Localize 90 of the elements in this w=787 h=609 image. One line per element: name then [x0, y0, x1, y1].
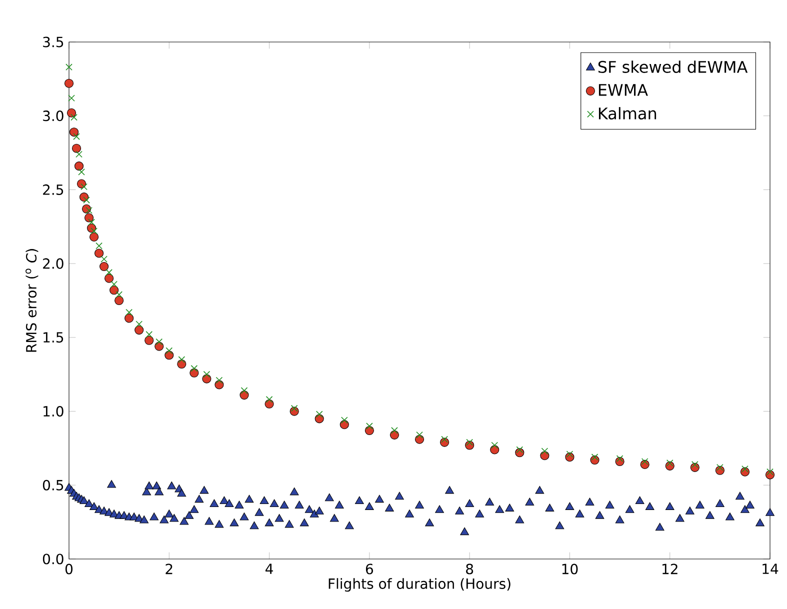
point [178, 356, 186, 363]
point [541, 448, 548, 455]
point [104, 274, 114, 283]
point [76, 150, 82, 158]
point [66, 64, 72, 71]
point [466, 438, 473, 446]
point [366, 422, 373, 430]
point [68, 94, 75, 102]
point [84, 213, 94, 222]
x-tick-label: 6 [366, 564, 373, 574]
y-tick-label: 1.0 [44, 406, 64, 417]
y-axis-title: RMS error ($^{o}$ C) [26, 249, 38, 352]
point [416, 432, 423, 438]
point [126, 308, 133, 316]
point [146, 331, 153, 338]
point [106, 269, 112, 276]
point [290, 404, 298, 412]
x-tick-label: 4 [266, 564, 273, 574]
point [491, 442, 498, 449]
x-tick-label: 0 [65, 564, 73, 574]
legend-label: Kalman [598, 107, 656, 120]
point [516, 446, 524, 454]
point [240, 390, 249, 400]
point [691, 461, 698, 468]
point [240, 387, 248, 394]
point [414, 434, 424, 444]
point [340, 416, 348, 424]
point [90, 228, 98, 234]
point [216, 376, 223, 384]
point [616, 455, 624, 462]
point [742, 465, 748, 472]
y-tick-label: 2.5 [43, 184, 64, 195]
y-tick-label: 3.0 [43, 110, 64, 122]
point [100, 256, 108, 263]
point [73, 133, 80, 140]
x-tick-label: 8 [466, 564, 474, 574]
point [124, 314, 134, 323]
point [134, 326, 144, 335]
point [716, 464, 724, 471]
point [74, 162, 84, 171]
point [264, 399, 274, 408]
legend-label: EWMA [598, 84, 648, 96]
point [96, 242, 102, 250]
x-tick-label: 2 [166, 564, 172, 574]
point [490, 445, 500, 454]
x-tick-label: 12 [662, 564, 678, 574]
point [766, 468, 774, 476]
point [641, 458, 648, 465]
point [78, 168, 85, 176]
point [266, 396, 273, 403]
x-axis-title: Flights of duration (Hours) [328, 578, 510, 592]
point [591, 454, 598, 460]
point [90, 232, 99, 242]
point [80, 183, 88, 190]
point [116, 291, 122, 298]
point [86, 206, 92, 214]
point [114, 296, 124, 306]
point [136, 320, 143, 328]
point [190, 365, 198, 372]
point [144, 336, 154, 345]
point [566, 450, 574, 458]
y-tick-label: 1.5 [44, 332, 64, 343]
y-tick-label: 2.0 [43, 258, 64, 269]
point [666, 460, 674, 466]
point [110, 286, 119, 295]
point [177, 359, 186, 369]
point [66, 108, 76, 118]
point [76, 179, 86, 188]
point [70, 114, 78, 121]
point [391, 427, 398, 434]
point [110, 280, 118, 288]
point [69, 128, 79, 137]
point [64, 78, 74, 88]
point [166, 347, 173, 354]
legend-label: SF skewed dEWMA [598, 60, 748, 73]
y-tick-label: 0.0 [42, 554, 64, 564]
x-tick-label: 10 [562, 564, 578, 574]
y-tick-label: 3.5 [43, 36, 64, 48]
point [190, 368, 199, 378]
point [203, 370, 210, 378]
point [316, 410, 323, 418]
point [83, 196, 90, 204]
point [441, 436, 448, 443]
point [156, 338, 163, 346]
point [100, 262, 109, 272]
point [72, 144, 82, 153]
point [88, 218, 95, 226]
point [94, 248, 104, 258]
x-tick-label: 14 [762, 564, 778, 574]
y-tick-label: 0.5 [42, 480, 64, 490]
